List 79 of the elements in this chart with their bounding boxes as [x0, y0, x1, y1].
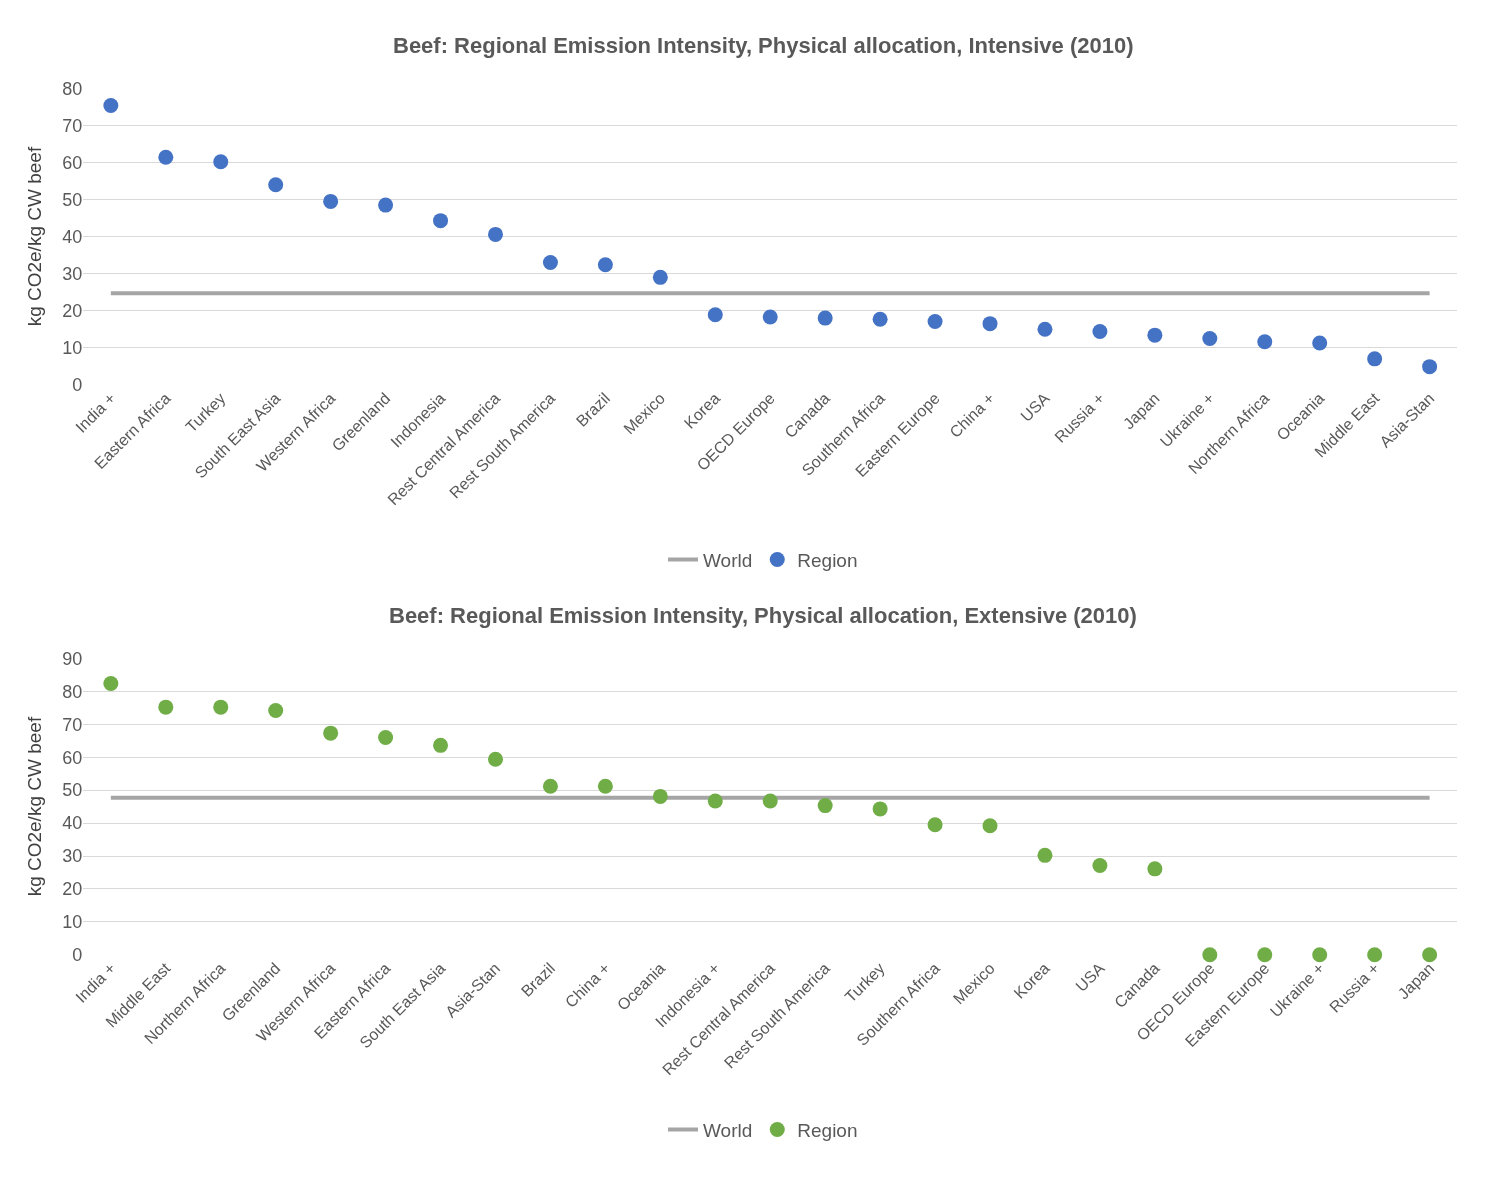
point	[213, 154, 229, 170]
point	[1092, 323, 1108, 339]
y-tick-label: 10	[62, 338, 83, 359]
point	[872, 801, 888, 817]
point	[433, 213, 449, 229]
point	[1422, 947, 1438, 963]
point	[872, 311, 888, 327]
point	[982, 818, 998, 834]
point	[597, 257, 613, 273]
x-tick-label: USA	[1072, 959, 1108, 995]
point	[1147, 861, 1163, 877]
y-tick-label: 20	[62, 301, 83, 321]
point	[1202, 330, 1218, 346]
y-tick-label: 80	[62, 681, 83, 702]
point	[268, 177, 284, 193]
y-tick-label: 60	[62, 152, 83, 173]
point	[542, 778, 558, 794]
point	[1092, 858, 1108, 874]
y-tick-label: 30	[62, 846, 83, 867]
point	[378, 197, 394, 213]
point	[1257, 947, 1273, 963]
point	[597, 778, 613, 794]
point	[817, 798, 833, 814]
y-tick-label: 70	[62, 115, 83, 136]
point	[488, 226, 503, 242]
point	[323, 193, 339, 209]
y-tick-label: 70	[62, 714, 83, 735]
point	[542, 255, 558, 271]
y-tick-label: 90	[62, 648, 83, 669]
point	[817, 310, 833, 326]
point	[707, 793, 723, 809]
point	[1367, 351, 1383, 367]
y-tick-label: 60	[62, 747, 83, 768]
point	[158, 699, 174, 715]
legend-label: Region	[797, 1119, 858, 1141]
y-tick-label: 30	[62, 263, 83, 284]
legend-label: World	[703, 1119, 753, 1141]
point	[927, 313, 943, 329]
y-tick-label: 80	[62, 78, 83, 99]
point	[1037, 321, 1053, 337]
point	[268, 702, 284, 718]
point	[433, 737, 449, 753]
y-tick-label: 0	[72, 945, 83, 966]
point	[652, 269, 668, 285]
point	[103, 675, 119, 691]
y-axis-title: kg CO2e/kg CW beef	[24, 716, 46, 897]
y-tick-label: 50	[62, 189, 83, 210]
point	[762, 309, 778, 325]
chart-title: Beef: Regional Emission Intensity, Physical allocation, Extensive (2010)	[389, 603, 1137, 628]
y-axis-title: kg CO2e/kg CW beef	[24, 146, 46, 327]
point	[927, 817, 943, 833]
point	[378, 729, 394, 745]
y-tick-label: 40	[62, 226, 83, 247]
y-tick-label: 40	[62, 813, 83, 834]
point	[1422, 359, 1438, 375]
point	[1312, 947, 1328, 963]
y-tick-label: 20	[62, 879, 83, 900]
point	[1202, 947, 1218, 963]
point	[652, 788, 668, 804]
point	[1257, 334, 1273, 350]
point	[103, 97, 119, 113]
point	[1367, 947, 1383, 963]
chart-title: Beef: Regional Emission Intensity, Physical allocation, Intensive (2010)	[393, 33, 1134, 58]
legend-label: Region	[797, 549, 858, 571]
x-tick-label: USA	[1017, 389, 1053, 425]
point	[213, 699, 229, 715]
point	[1037, 847, 1053, 863]
point	[762, 793, 778, 809]
point	[1147, 327, 1163, 343]
point	[982, 316, 998, 332]
point	[158, 149, 174, 165]
y-tick-label: 10	[62, 912, 83, 933]
point	[488, 751, 503, 767]
point	[323, 725, 339, 741]
legend-label: World	[703, 549, 753, 571]
point	[1312, 335, 1328, 351]
point	[707, 307, 723, 323]
y-tick-label: 0	[72, 375, 83, 396]
y-tick-label: 50	[62, 780, 83, 801]
